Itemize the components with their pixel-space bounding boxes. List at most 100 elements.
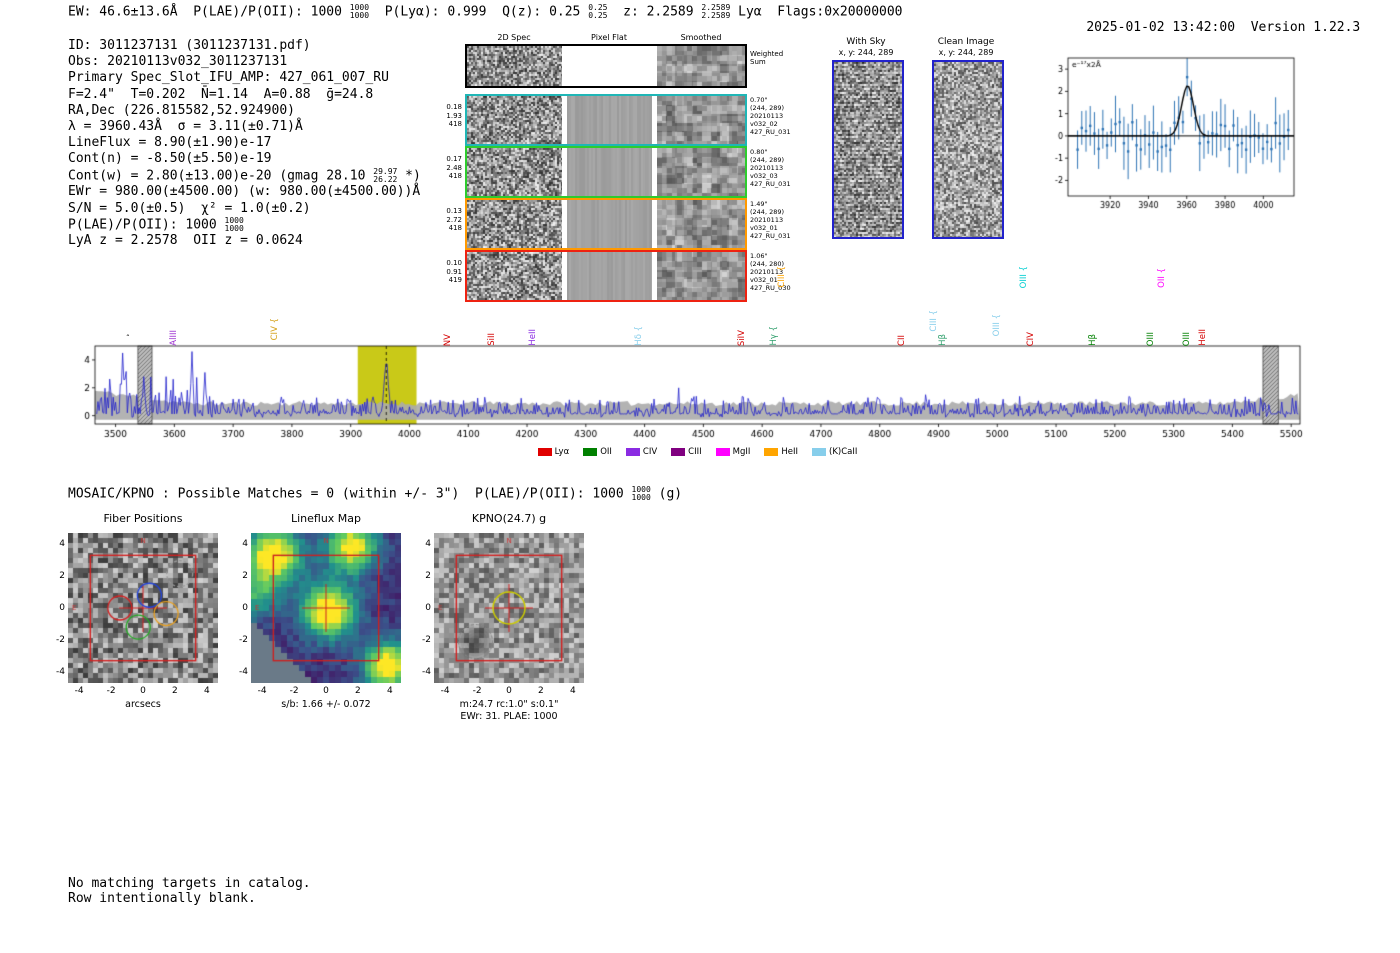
emission-line-label: OIII bbox=[1182, 331, 1193, 346]
spec2d-row-right-labels: 1.06" (244, 280) 20210113 v032_01 427_RU_030 bbox=[750, 252, 791, 292]
report-version: Version 1.22.3 bbox=[1250, 20, 1361, 35]
weighted-sum-row bbox=[465, 44, 747, 88]
weighted-sum-label-line: Sum bbox=[750, 58, 766, 66]
cutout-xtick: 0 bbox=[506, 686, 512, 696]
cutout-title-catalog: KPNO(24.7) g bbox=[471, 512, 547, 525]
emission-line-label: OII { bbox=[1156, 268, 1167, 288]
emission-line-label: CIII { bbox=[776, 266, 787, 288]
right-label-line: v032_01 bbox=[750, 276, 778, 284]
with-sky-title: With Sky bbox=[846, 37, 886, 47]
emission-line-label: CII bbox=[897, 335, 908, 346]
info-line: LyA z = 2.2578 OII z = 0.0624 bbox=[68, 233, 303, 249]
info-line: RA,Dec (226.815582,52.924900) bbox=[68, 102, 295, 118]
fraction-bottom: 1000 bbox=[224, 223, 244, 233]
info-line: Obs: 20210113v032_3011237131 bbox=[68, 54, 288, 70]
cutout-title-lineflux: Lineflux Map bbox=[290, 512, 362, 525]
cutout-xtick: 2 bbox=[172, 686, 178, 696]
cutout-xtick: 4 bbox=[569, 686, 576, 696]
legend-label: CIV bbox=[642, 447, 658, 457]
legend-label: HeII bbox=[781, 447, 799, 457]
cutout-xtick: 2 bbox=[538, 686, 544, 696]
weighted-sum-label: Weighted Sum bbox=[750, 50, 783, 66]
info-line: λ = 3960.43Å σ = 3.11(±0.71)Å bbox=[68, 119, 303, 135]
header-datetime-version: 2025-01-02 13:42:00 Version 1.22.3 bbox=[1055, 4, 1360, 52]
fraction-bottom: 26.22 bbox=[373, 174, 398, 184]
text-segment: (g) bbox=[650, 486, 683, 502]
cutout-ytick: 0 bbox=[59, 603, 65, 613]
fraction-bottom: 1000 bbox=[631, 493, 651, 502]
fraction-top: 29.97 bbox=[373, 166, 398, 176]
legend-label: MgII bbox=[732, 447, 751, 457]
legend-item-kcaii: (K)CaII bbox=[812, 447, 857, 457]
text-segment: P(Lyα): 0.999 bbox=[369, 4, 503, 20]
cutout-caption-2: EWr: 31. PLAE: 1000 bbox=[460, 711, 558, 722]
legend-item-ly: Lyα bbox=[537, 447, 569, 457]
right-label-line: 0.80" bbox=[750, 148, 768, 156]
spec2d-row-left-labels: 0.10 0.91 419 bbox=[438, 259, 462, 285]
info-line: Cont(n) = -8.50(±5.50)e-19 bbox=[68, 151, 272, 167]
cutout-ytick: -2 bbox=[56, 634, 65, 645]
right-label-line: (244, 289) bbox=[750, 208, 785, 216]
emission-line-label: NV bbox=[442, 333, 453, 346]
text-segment: Cont(w) = 2.80(±13.00)e-20 (gmag 28.10 bbox=[68, 168, 374, 184]
fraction-top: 0.25 bbox=[588, 3, 608, 12]
text-segment: P(LAE)/P(OII): 1000 bbox=[68, 217, 225, 233]
spec2d-row bbox=[465, 146, 747, 198]
cutout-xtick: -2 bbox=[106, 686, 116, 696]
left-label-line: 0.13 bbox=[446, 207, 462, 215]
right-label-line: 0.70" bbox=[750, 96, 768, 104]
emission-line-label: CIII { bbox=[929, 310, 940, 332]
left-label-line: 2.48 bbox=[446, 163, 462, 172]
cutout-ytick: -2 bbox=[239, 634, 248, 645]
cutout-ytick: 2 bbox=[425, 571, 431, 582]
emission-line-label: CIV { bbox=[270, 317, 281, 340]
cutout-ytick: 0 bbox=[425, 603, 431, 613]
right-label-line: 1.06" bbox=[750, 252, 768, 260]
legend-item-ciii: CIII bbox=[671, 447, 702, 457]
legend-swatch bbox=[715, 448, 730, 456]
info-line: P(LAE)/P(OII): 1000 1000 1000 bbox=[68, 216, 421, 234]
footer-line-1: No matching targets in catalog. bbox=[68, 876, 311, 891]
right-label-line: 1.49" bbox=[750, 200, 768, 208]
smoothed-strip bbox=[657, 252, 745, 300]
stacked-fraction: 0.25 0.25 bbox=[588, 4, 607, 20]
cutout-xtick: 4 bbox=[203, 686, 210, 696]
col-title-pixelflat: Pixel Flat bbox=[591, 33, 627, 42]
cutout-xtick: 0 bbox=[140, 686, 146, 696]
stacked-fraction: 1000 1000 bbox=[632, 486, 651, 502]
stacked-fraction: 1000 1000 bbox=[224, 216, 244, 233]
right-label-line: 20210113 bbox=[750, 268, 784, 276]
col-title-2dspec: 2D Spec bbox=[497, 33, 531, 42]
mosaic-matches-line: MOSAIC/KPNO : Possible Matches = 0 (with… bbox=[68, 486, 682, 503]
right-label-line: 20210113 bbox=[750, 164, 784, 172]
text-segment: *) bbox=[397, 168, 421, 184]
right-label-line: v032_01 bbox=[750, 224, 778, 232]
spec2d-row bbox=[465, 250, 747, 302]
cutout-ytick: 4 bbox=[425, 539, 431, 550]
spec2d-row bbox=[465, 94, 747, 146]
info-line: Cont(w) = 2.80(±13.00)e-20 (gmag 28.10 2… bbox=[68, 166, 421, 185]
legend-item-civ: CIV bbox=[625, 447, 658, 457]
right-label-line: 20210113 bbox=[750, 112, 784, 120]
legend-swatch bbox=[671, 448, 686, 456]
cutout-image-fibers bbox=[68, 533, 218, 683]
cutout-ytick: -2 bbox=[422, 634, 431, 645]
emission-line-label: CIV bbox=[1026, 331, 1037, 346]
cutout-caption: m:24.7 rc:1.0" s:0.1" bbox=[459, 699, 559, 710]
fraction-top: 2.2589 bbox=[701, 3, 731, 12]
right-label-line: 427_RU_030 bbox=[750, 284, 791, 292]
legend-item-mgii: MgII bbox=[715, 447, 751, 457]
text-segment: P(LAE)/P(OII): 1000 bbox=[193, 4, 350, 20]
right-label-line: v032_03 bbox=[750, 172, 778, 180]
legend-label: OII bbox=[600, 447, 612, 457]
emission-line-label: Hβ bbox=[938, 334, 949, 346]
fraction-top: 1000 bbox=[349, 3, 370, 12]
stacked-fraction: 29.97 26.22 bbox=[373, 166, 398, 184]
emission-line-label: Hγ { bbox=[768, 326, 779, 346]
full-spectrum-chart bbox=[60, 336, 1320, 454]
spec2d-row-left-labels: 0.17 2.48 418 bbox=[438, 155, 462, 181]
emission-line-label: Hβ bbox=[1088, 334, 1099, 346]
text-segment: Lyα Flags:0x20000000 bbox=[730, 4, 903, 20]
text-segment: MOSAIC/KPNO : Possible Matches = 0 (with… bbox=[68, 486, 475, 502]
right-label-line: v032_02 bbox=[750, 120, 778, 128]
